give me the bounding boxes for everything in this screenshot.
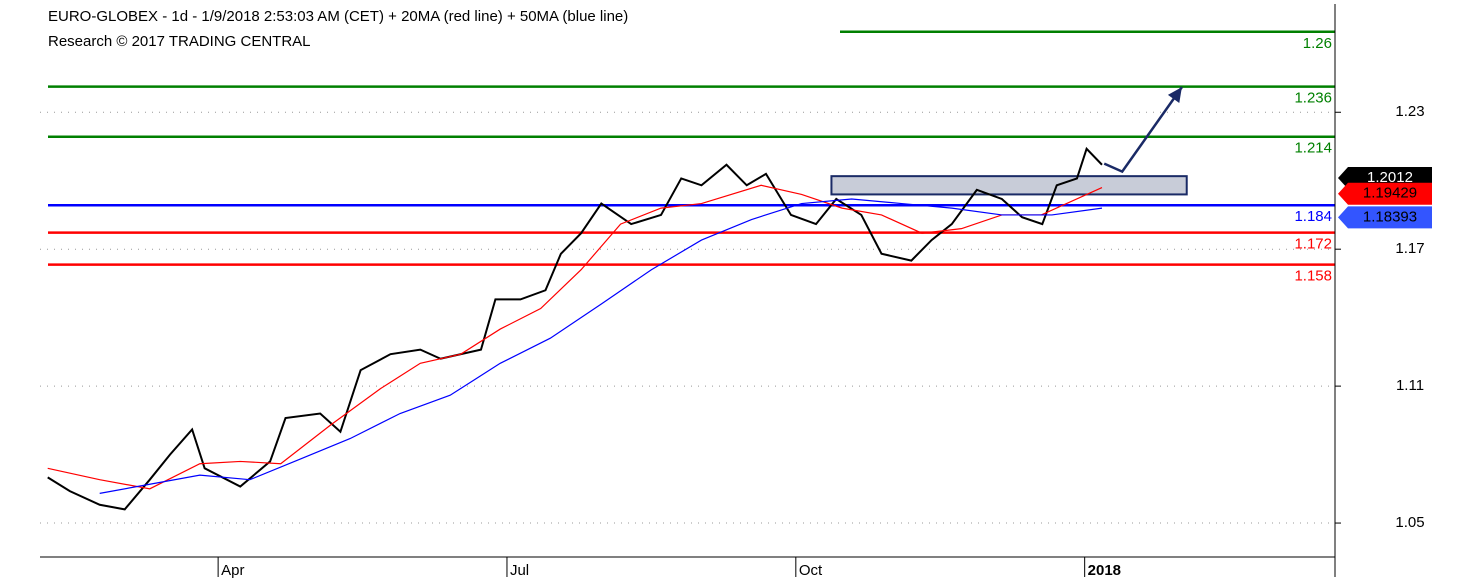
x-tick-label: Apr (221, 562, 244, 579)
x-tick-label: Jul (510, 562, 529, 579)
price-tag-label: 1.18393 (1363, 208, 1417, 225)
y-tick-label: 1.17 (1395, 240, 1424, 257)
series-line (47, 146, 1103, 511)
title-background (40, 4, 840, 54)
price-tag-label: 1.2012 (1367, 169, 1413, 186)
chart-title: EURO-GLOBEX - 1d - 1/9/2018 2:53:03 AM (… (48, 8, 628, 25)
grid: 1.05 1.11 1.17 1.23 Apr Jul Oct 2018 (40, 103, 1425, 579)
price-tag (1338, 206, 1432, 229)
price-tag-label: 1.19429 (1363, 185, 1417, 202)
level-label: 1.26 (1303, 35, 1332, 52)
series-line (99, 198, 1103, 494)
x-tick-label: 2018 (1088, 562, 1121, 579)
level-label: 1.172 (1294, 236, 1332, 253)
chart-subtitle: Research © 2017 TRADING CENTRAL (48, 33, 311, 50)
series-line (47, 184, 1103, 490)
level-label: 1.214 (1294, 140, 1332, 157)
x-tick-label: Oct (799, 562, 823, 579)
resistance-box (830, 175, 1188, 196)
arrow (1103, 86, 1183, 174)
y-tick-label: 1.23 (1395, 103, 1424, 120)
plot (47, 86, 1188, 511)
price-tag (1338, 182, 1432, 205)
arrow-head (1167, 87, 1182, 103)
y-tick-label: 1.05 (1395, 514, 1424, 531)
level-label: 1.184 (1294, 208, 1332, 225)
level-label: 1.158 (1294, 268, 1332, 285)
level-label: 1.236 (1294, 90, 1332, 107)
y-tick-label: 1.11 (1396, 377, 1424, 394)
